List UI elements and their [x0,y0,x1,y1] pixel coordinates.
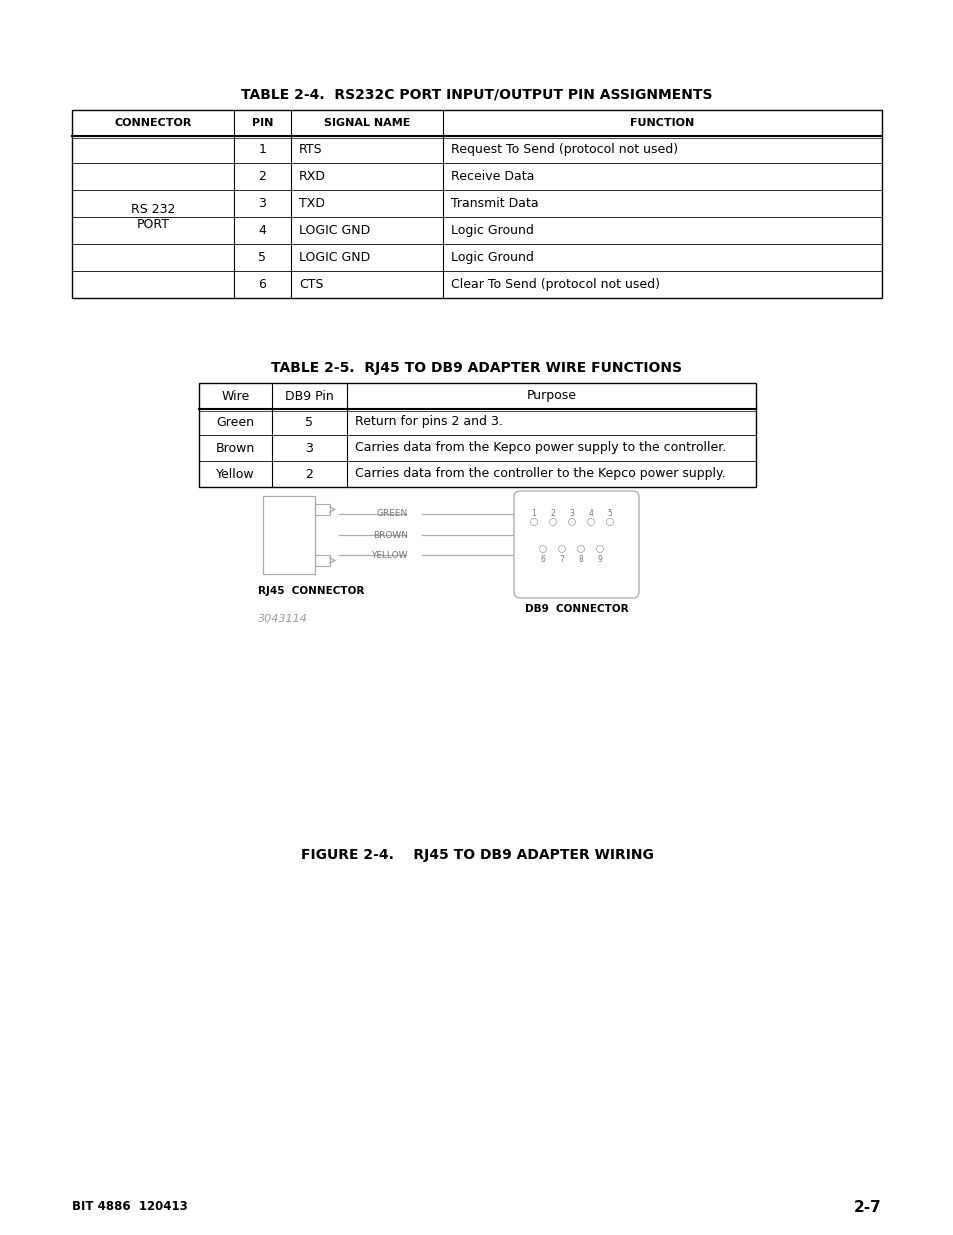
Bar [314,555,330,566]
Text: Wire: Wire [221,389,250,403]
Text: RTS: RTS [298,143,322,156]
Text: Yellow: Yellow [216,468,254,480]
Text: Receive Data: Receive Data [451,170,534,183]
Text: LOGIC GND: LOGIC GND [298,251,370,264]
Text: BIT 4886  120413: BIT 4886 120413 [71,1200,188,1214]
Text: Carries data from the Kepco power supply to the controller.: Carries data from the Kepco power supply… [355,441,725,454]
Text: DB9  CONNECTOR: DB9 CONNECTOR [524,604,628,614]
Circle shape [549,519,556,526]
Circle shape [530,519,537,526]
Text: PIN: PIN [252,119,273,128]
Text: CTS: CTS [298,278,323,291]
Text: 3: 3 [569,509,574,517]
Text: LOGIC GND: LOGIC GND [298,224,370,237]
Circle shape [577,546,584,552]
Text: YELLOW: YELLOW [371,551,408,559]
Text: Return for pins 2 and 3.: Return for pins 2 and 3. [355,415,502,429]
Text: 4: 4 [258,224,266,237]
Text: TABLE 2-4.  RS232C PORT INPUT/OUTPUT PIN ASSIGNMENTS: TABLE 2-4. RS232C PORT INPUT/OUTPUT PIN … [241,88,712,103]
Text: RXD: RXD [298,170,326,183]
Text: 5: 5 [305,415,314,429]
Text: Request To Send (protocol not used): Request To Send (protocol not used) [451,143,678,156]
Circle shape [587,519,594,526]
Text: CONNECTOR: CONNECTOR [114,119,192,128]
Text: Transmit Data: Transmit Data [451,198,538,210]
Bar [71,110,882,298]
Text: 4: 4 [588,509,593,517]
Text: Clear To Send (protocol not used): Clear To Send (protocol not used) [451,278,659,291]
Text: SIGNAL NAME: SIGNAL NAME [323,119,410,128]
Text: TXD: TXD [298,198,325,210]
Text: DB9 Pin: DB9 Pin [285,389,334,403]
Text: 1: 1 [258,143,266,156]
Text: 8: 8 [578,555,583,563]
Text: 2-7: 2-7 [853,1199,882,1214]
Text: 6: 6 [258,278,266,291]
Text: 3043114: 3043114 [257,614,308,624]
Text: Brown: Brown [215,441,254,454]
Bar [199,383,755,487]
Text: RS 232
PORT: RS 232 PORT [131,203,175,231]
Text: 3: 3 [305,441,314,454]
Circle shape [596,546,603,552]
Text: 7: 7 [559,555,564,563]
Bar [263,496,314,574]
Circle shape [539,546,546,552]
Text: Green: Green [216,415,254,429]
Text: TABLE 2-5.  RJ45 TO DB9 ADAPTER WIRE FUNCTIONS: TABLE 2-5. RJ45 TO DB9 ADAPTER WIRE FUNC… [272,361,681,375]
Text: 3: 3 [258,198,266,210]
Text: Purpose: Purpose [526,389,576,403]
Text: 5: 5 [258,251,266,264]
Text: FUNCTION: FUNCTION [630,119,694,128]
Text: 2: 2 [550,509,555,517]
Text: RJ45  CONNECTOR: RJ45 CONNECTOR [257,585,364,597]
Text: GREEN: GREEN [376,510,408,519]
Text: Logic Ground: Logic Ground [451,251,534,264]
Text: FIGURE 2-4.    RJ45 TO DB9 ADAPTER WIRING: FIGURE 2-4. RJ45 TO DB9 ADAPTER WIRING [300,848,653,862]
Text: 6: 6 [540,555,545,563]
Text: 9: 9 [597,555,601,563]
Text: 1: 1 [531,509,536,517]
FancyBboxPatch shape [514,492,639,598]
Text: BROWN: BROWN [373,531,408,540]
Circle shape [568,519,575,526]
Bar [314,504,330,515]
Text: 2: 2 [258,170,266,183]
Text: Logic Ground: Logic Ground [451,224,534,237]
Circle shape [558,546,565,552]
Text: 5: 5 [607,509,612,517]
Text: Carries data from the controller to the Kepco power supply.: Carries data from the controller to the … [355,468,725,480]
Text: 2: 2 [305,468,314,480]
Circle shape [606,519,613,526]
